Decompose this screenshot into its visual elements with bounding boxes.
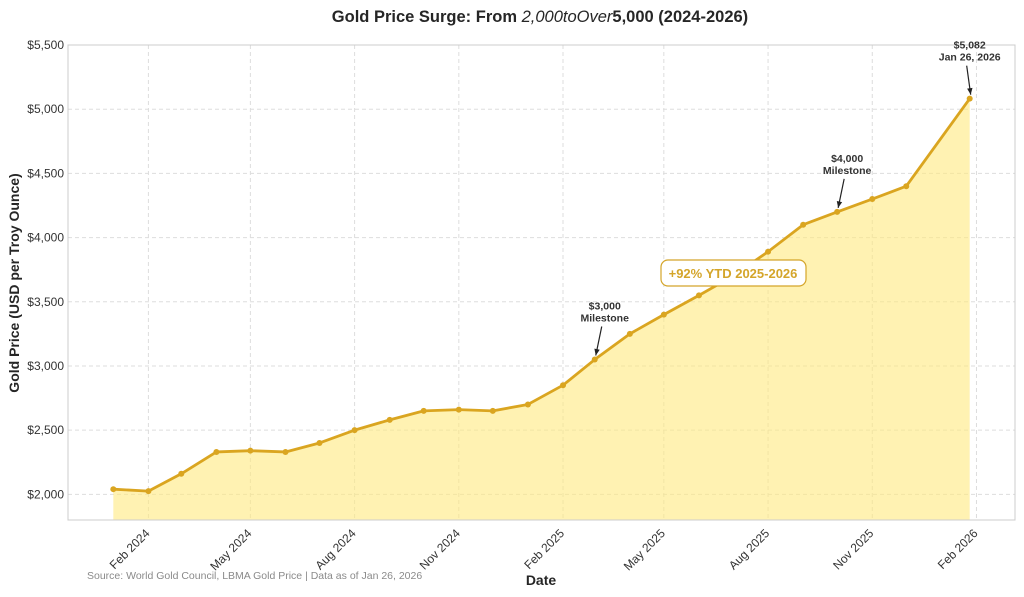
- x-tick-label: Aug 2024: [312, 526, 358, 572]
- x-tick-label: Aug 2025: [726, 526, 772, 572]
- x-tick-label: Nov 2024: [417, 526, 463, 572]
- data-point: [834, 208, 841, 215]
- x-tick-label: Nov 2025: [830, 526, 876, 572]
- data-point: [455, 406, 462, 413]
- x-tick-label: May 2024: [207, 526, 254, 573]
- y-tick-label: $4,000: [27, 231, 64, 245]
- data-point: [524, 401, 531, 408]
- data-point: [591, 356, 598, 363]
- x-tick-label: Feb 2025: [521, 526, 567, 572]
- data-point: [560, 382, 567, 389]
- data-point: [765, 248, 772, 255]
- x-tick-label: Feb 2026: [935, 526, 981, 572]
- annotation-text: $4,000: [831, 153, 863, 165]
- annotation-text: Milestone: [823, 165, 872, 177]
- arrow-head-icon: [594, 348, 600, 356]
- y-tick-label: $5,000: [27, 102, 64, 116]
- annotation-text: $5,082: [954, 40, 986, 52]
- data-point: [282, 448, 289, 455]
- data-point: [903, 183, 910, 190]
- x-tick-label: Feb 2024: [107, 526, 153, 572]
- data-point: [247, 447, 254, 454]
- y-tick-label: $4,500: [27, 166, 64, 180]
- data-point: [869, 196, 876, 203]
- data-point: [145, 488, 152, 495]
- y-tick-label: $2,000: [27, 487, 64, 501]
- price-area-fill: [113, 98, 970, 520]
- annotations: $3,000Milestone$4,000Milestone$5,082Jan …: [581, 40, 1001, 356]
- x-axis-label: Date: [526, 572, 557, 588]
- y-tick-label: $5,500: [27, 38, 64, 52]
- ytd-callout: +92% YTD 2025-2026: [660, 259, 807, 287]
- chart-title: Gold Price Surge: From 2,000toOver5,000 …: [332, 8, 748, 26]
- plot-frame: [67, 44, 1016, 521]
- x-tick-label: May 2025: [621, 526, 668, 573]
- data-point: [800, 221, 807, 228]
- x-axis-ticks: Feb 2024 May 2024 Aug 2024 Nov 2024 Feb 2025…: [107, 526, 981, 573]
- data-point: [316, 439, 323, 446]
- annotation-text: Milestone: [581, 313, 630, 325]
- y-tick-label: $2,500: [27, 423, 64, 437]
- y-tick-label: $3,500: [27, 295, 64, 309]
- data-point: [966, 95, 973, 102]
- data-point: [213, 448, 220, 455]
- y-tick-label: $3,000: [27, 359, 64, 373]
- annotation-text: Jan 26, 2026: [939, 52, 1001, 64]
- data-point: [386, 416, 393, 423]
- data-point: [695, 292, 702, 299]
- annotation-text: $3,000: [589, 301, 621, 313]
- area-layer: [110, 95, 973, 520]
- data-point: [420, 407, 427, 414]
- data-point: [489, 407, 496, 414]
- arrow-head-icon: [836, 201, 843, 208]
- data-point: [660, 311, 667, 318]
- source-note: Source: World Gold Council, LBMA Gold Pr…: [87, 570, 422, 582]
- y-axis-ticks: $2,000 $2,500 $3,000 $3,500 $4,000 $4,500 $5,0…: [27, 38, 64, 501]
- data-point: [178, 470, 185, 477]
- arrow-head-icon: [967, 87, 973, 95]
- data-point: [626, 330, 633, 337]
- data-point: [110, 486, 117, 493]
- y-axis-label: Gold Price (USD per Troy Ounce): [6, 173, 22, 392]
- data-point: [351, 427, 358, 434]
- ytd-callout-text: +92% YTD 2025-2026: [669, 266, 798, 281]
